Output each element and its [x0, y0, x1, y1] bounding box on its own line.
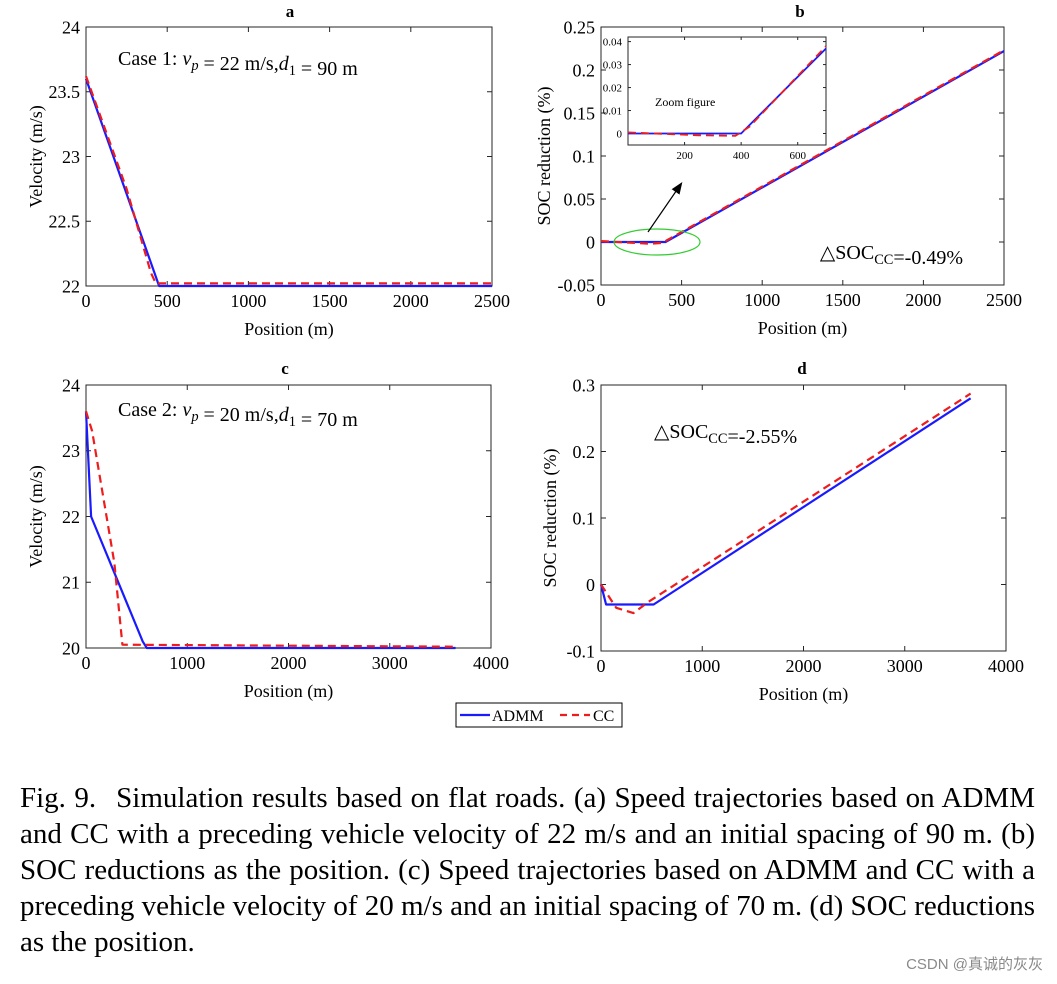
- series-line-admm: [599, 397, 972, 606]
- y-tick-label: 0.3: [573, 375, 596, 395]
- y-axis-label: Velocity (m/s): [26, 465, 47, 567]
- y-axis-label: SOC reduction (%): [534, 87, 555, 226]
- x-tick-label: 1000: [230, 291, 266, 311]
- y-tick-label: 0.04: [603, 36, 623, 48]
- x-tick-label: 1000: [744, 290, 780, 310]
- x-tick-label: 1500: [825, 290, 861, 310]
- x-tick-label: 500: [668, 290, 695, 310]
- y-tick-label: 0.05: [564, 189, 596, 209]
- panel-annotation: Case 1: vp = 22 m/s,d1 = 90 m: [118, 48, 358, 80]
- x-tick-label: 2500: [986, 290, 1022, 310]
- y-tick-label: 0.25: [564, 17, 596, 37]
- panel-title: c: [281, 359, 289, 378]
- y-tick-label: 21: [62, 573, 80, 593]
- y-tick-label: 0.02: [603, 82, 622, 94]
- x-tick-label: 400: [733, 150, 750, 162]
- y-tick-label: 0.15: [564, 103, 596, 123]
- y-tick-label: 0.01: [603, 105, 622, 117]
- panel-title: d: [797, 359, 807, 378]
- x-tick-label: 1000: [169, 653, 205, 673]
- series-line-cc: [600, 392, 972, 615]
- y-tick-label: 0.2: [573, 442, 596, 462]
- x-tick-label: 1000: [684, 656, 720, 676]
- x-tick-label: 2000: [271, 653, 307, 673]
- series-line-admm: [84, 411, 456, 650]
- series-line-admm: [601, 50, 1005, 244]
- x-tick-label: 200: [676, 150, 693, 162]
- y-tick-label: 23: [62, 147, 80, 167]
- panel-a: 0 500 1000 1500 2000 2500 22 22.5 23 23.5 24 a Posit…: [26, 2, 510, 340]
- panel-c: 0 1000 2000 3000 4000 20 21 22 23 24 c Position (m)…: [26, 359, 509, 702]
- y-tick-label: 0.1: [573, 508, 596, 528]
- y-tick-label: 0: [586, 232, 595, 252]
- series-line-cc: [84, 410, 456, 648]
- panel-d: 0 1000 2000 3000 4000-0.100.10.20.3dPosition…: [540, 359, 1024, 705]
- inset-title: Zoom figure: [655, 95, 715, 109]
- legend-cc-label: CC: [593, 708, 614, 725]
- panel-b: 0 500 1000 1500 2000 2500-0.0500.050.10.150.2…: [534, 2, 1022, 339]
- watermark: CSDN @真诚的灰灰: [906, 956, 1043, 973]
- plot-frame: [85, 26, 493, 287]
- x-tick-label: 4000: [988, 656, 1024, 676]
- plot-frame: [85, 384, 492, 649]
- panel-annotation: △SOCCC=-0.49%: [820, 242, 963, 269]
- x-tick-label: 500: [154, 291, 181, 311]
- x-tick-label: 0: [597, 656, 606, 676]
- y-tick-label: 24: [62, 375, 80, 395]
- x-tick-label: 2500: [474, 291, 510, 311]
- series-line-admm: [628, 47, 827, 135]
- x-tick-label: 2000: [905, 290, 941, 310]
- y-tick-label: 23: [62, 441, 80, 461]
- x-tick-label: 0: [82, 291, 91, 311]
- zoom-region-ellipse: [613, 228, 701, 256]
- x-tick-label: 0: [597, 290, 606, 310]
- legend-admm-label: ADMM: [492, 708, 544, 725]
- y-tick-label: 22: [62, 507, 80, 527]
- x-axis-label: Position (m): [759, 684, 849, 705]
- x-tick-label: 2000: [393, 291, 429, 311]
- x-axis-label: Position (m): [244, 681, 334, 702]
- y-tick-label: 22: [62, 276, 80, 296]
- zoom-arrow: [647, 182, 683, 233]
- series-line-admm: [84, 78, 492, 288]
- figure-canvas: 0 500 1000 1500 2000 25002222.52323.524aPosit…: [26, 2, 1024, 728]
- x-tick-label: 3000: [372, 653, 408, 673]
- legend-box: [455, 702, 623, 728]
- x-tick-label: 1500: [312, 291, 348, 311]
- x-tick-label: 2000: [786, 656, 822, 676]
- series-line-cc: [600, 49, 1005, 245]
- x-tick-label: 600: [789, 150, 806, 162]
- panel-title: b: [795, 2, 804, 21]
- y-tick-label: 23.5: [49, 82, 81, 102]
- plot-frame: [600, 384, 1007, 652]
- x-axis-label: Position (m): [244, 319, 334, 340]
- x-tick-label: 3000: [887, 656, 923, 676]
- y-tick-label: -0.1: [567, 641, 596, 661]
- x-tick-label: 0: [82, 653, 91, 673]
- series-line-cc: [84, 75, 492, 285]
- caption-label: Fig. 9.: [20, 782, 97, 814]
- y-tick-label: 24: [62, 17, 80, 37]
- y-tick-label: 0.2: [573, 60, 596, 80]
- x-tick-label: 4000: [473, 653, 509, 673]
- y-tick-label: 0: [617, 128, 623, 140]
- y-tick-label: 22.5: [49, 212, 81, 232]
- panel-title: a: [286, 2, 295, 21]
- y-tick-label: 20: [62, 638, 80, 658]
- y-tick-label: 0.03: [603, 59, 623, 71]
- y-axis-label: SOC reduction (%): [540, 449, 561, 588]
- caption-text: Simulation results based on flat roads. …: [20, 782, 1035, 958]
- series-line-cc: [627, 45, 827, 137]
- panel-annotation: △SOCCC=-2.55%: [654, 421, 797, 448]
- y-tick-label: 0.1: [573, 146, 596, 166]
- legend: ADMM CC: [455, 702, 623, 728]
- y-axis-label: Velocity (m/s): [26, 105, 47, 207]
- figure-caption: Fig. 9. Simulation results based on flat …: [20, 780, 1035, 960]
- zoom-inset: 200 400 600 0 0.01 0.02 0.03 0.04 Zoom figure: [603, 36, 827, 162]
- y-tick-label: -0.05: [558, 275, 596, 295]
- panel-annotation: Case 2: vp = 20 m/s,d1 = 70 m: [118, 399, 358, 431]
- x-axis-label: Position (m): [758, 318, 848, 339]
- plot-frame: [627, 36, 827, 146]
- y-tick-label: 0: [586, 575, 595, 595]
